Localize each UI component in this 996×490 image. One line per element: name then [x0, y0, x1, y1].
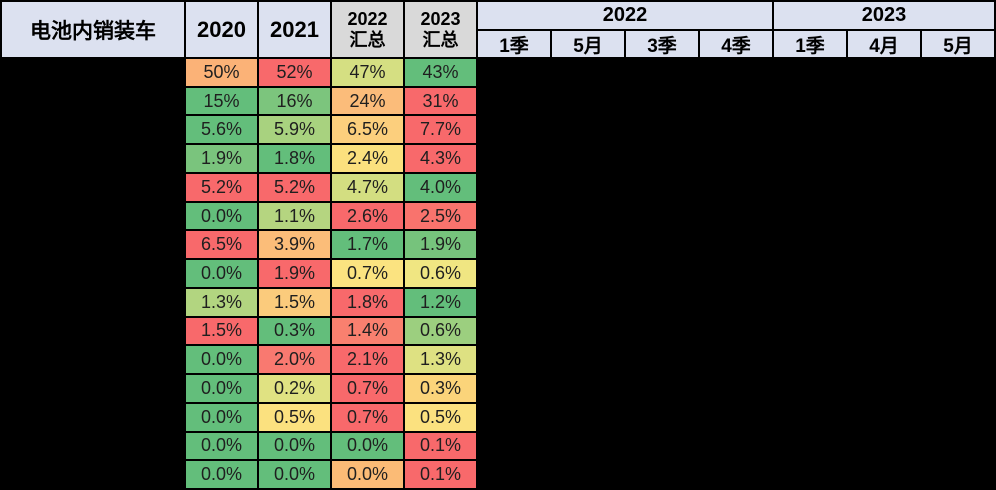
value-cell[interactable]: 5.9%: [259, 116, 330, 144]
column-header-2022-summary: 2022 汇总: [332, 2, 403, 57]
table-title: 电池内销装车: [2, 2, 184, 57]
value-cell[interactable]: 1.1%: [259, 202, 330, 230]
summary-suffix-label: 汇总: [422, 29, 459, 50]
value-cell[interactable]: 0.1%: [405, 432, 476, 460]
value-cell[interactable]: 6.5%: [186, 231, 257, 259]
value-cell[interactable]: 1.9%: [259, 260, 330, 287]
summary-year-label: 2022: [347, 8, 388, 29]
column-header-2021: 2021: [259, 2, 330, 57]
value-cell[interactable]: 0.7%: [332, 375, 403, 402]
value-cell[interactable]: 15%: [186, 87, 257, 115]
value-cell[interactable]: 5.6%: [186, 116, 257, 144]
value-cell[interactable]: 0.1%: [405, 461, 476, 488]
value-cell[interactable]: 1.5%: [259, 288, 330, 316]
value-cell[interactable]: 0.0%: [186, 375, 257, 402]
value-cell[interactable]: 24%: [332, 87, 403, 115]
value-cell[interactable]: 1.4%: [332, 317, 403, 345]
period-header-2022-may: 5月: [552, 31, 624, 57]
value-cell[interactable]: 0.7%: [332, 260, 403, 287]
value-cell[interactable]: 2.4%: [332, 145, 403, 172]
value-cell[interactable]: 0.6%: [405, 260, 476, 287]
value-cell[interactable]: 4.7%: [332, 173, 403, 201]
value-cell[interactable]: 0.7%: [332, 403, 403, 431]
period-header-2023-q1: 1季: [774, 31, 846, 57]
value-cell[interactable]: 0.0%: [186, 202, 257, 230]
value-cell[interactable]: 0.0%: [186, 461, 257, 488]
value-cell[interactable]: 4.3%: [405, 145, 476, 172]
redacted-period-values-region: [478, 59, 994, 488]
summary-year-label: 2023: [420, 8, 461, 29]
redacted-row-labels-region: [2, 59, 184, 488]
value-cell[interactable]: 2.0%: [259, 346, 330, 374]
value-cell[interactable]: 31%: [405, 87, 476, 115]
value-cell[interactable]: 0.5%: [405, 403, 476, 431]
value-cell[interactable]: 1.7%: [332, 231, 403, 259]
value-cell[interactable]: 0.0%: [259, 432, 330, 460]
value-cell[interactable]: 0.6%: [405, 317, 476, 345]
value-cell[interactable]: 0.0%: [186, 346, 257, 374]
value-cell[interactable]: 3.9%: [259, 231, 330, 259]
value-cell[interactable]: 0.2%: [259, 375, 330, 402]
value-cell[interactable]: 1.8%: [332, 288, 403, 316]
column-header-2020: 2020: [186, 2, 257, 57]
value-cell[interactable]: 6.5%: [332, 116, 403, 144]
value-cell[interactable]: 0.0%: [186, 432, 257, 460]
value-cell[interactable]: 0.0%: [332, 432, 403, 460]
value-cell[interactable]: 50%: [186, 59, 257, 86]
period-header-2022-q3: 3季: [626, 31, 698, 57]
period-header-2023-apr: 4月: [848, 31, 920, 57]
period-header-2022-q4: 4季: [700, 31, 772, 57]
value-grid: 50% 52% 47% 43% 15% 16% 24% 31% 5.6% 5.9% 6.5% 7.7%…: [186, 59, 476, 488]
value-cell[interactable]: 0.0%: [186, 260, 257, 287]
value-cell[interactable]: 1.9%: [405, 231, 476, 259]
value-cell[interactable]: 52%: [259, 59, 330, 86]
value-cell[interactable]: 0.3%: [259, 317, 330, 345]
group-header-2022: 2022: [478, 2, 772, 29]
column-header-2023-summary: 2023 汇总: [405, 2, 476, 57]
value-cell[interactable]: 1.3%: [186, 288, 257, 316]
period-header-2023-may: 5月: [922, 31, 994, 57]
value-cell[interactable]: 7.7%: [405, 116, 476, 144]
value-cell[interactable]: 1.3%: [405, 346, 476, 374]
value-cell[interactable]: 0.0%: [332, 461, 403, 488]
value-cell[interactable]: 2.1%: [332, 346, 403, 374]
value-cell[interactable]: 1.5%: [186, 317, 257, 345]
period-header-2022-q1: 1季: [478, 31, 550, 57]
value-cell[interactable]: 0.5%: [259, 403, 330, 431]
value-cell[interactable]: 47%: [332, 59, 403, 86]
value-cell[interactable]: 0.0%: [259, 461, 330, 488]
summary-suffix-label: 汇总: [349, 29, 386, 50]
value-cell[interactable]: 1.2%: [405, 288, 476, 316]
value-cell[interactable]: 2.6%: [332, 202, 403, 230]
value-cell[interactable]: 1.9%: [186, 145, 257, 172]
value-cell[interactable]: 43%: [405, 59, 476, 86]
value-cell[interactable]: 4.0%: [405, 173, 476, 201]
value-cell[interactable]: 0.0%: [186, 403, 257, 431]
value-cell[interactable]: 0.3%: [405, 375, 476, 402]
value-cell[interactable]: 16%: [259, 87, 330, 115]
group-header-2023: 2023: [774, 2, 994, 29]
value-cell[interactable]: 5.2%: [186, 173, 257, 201]
value-cell[interactable]: 1.8%: [259, 145, 330, 172]
value-cell[interactable]: 2.5%: [405, 202, 476, 230]
value-cell[interactable]: 5.2%: [259, 173, 330, 201]
